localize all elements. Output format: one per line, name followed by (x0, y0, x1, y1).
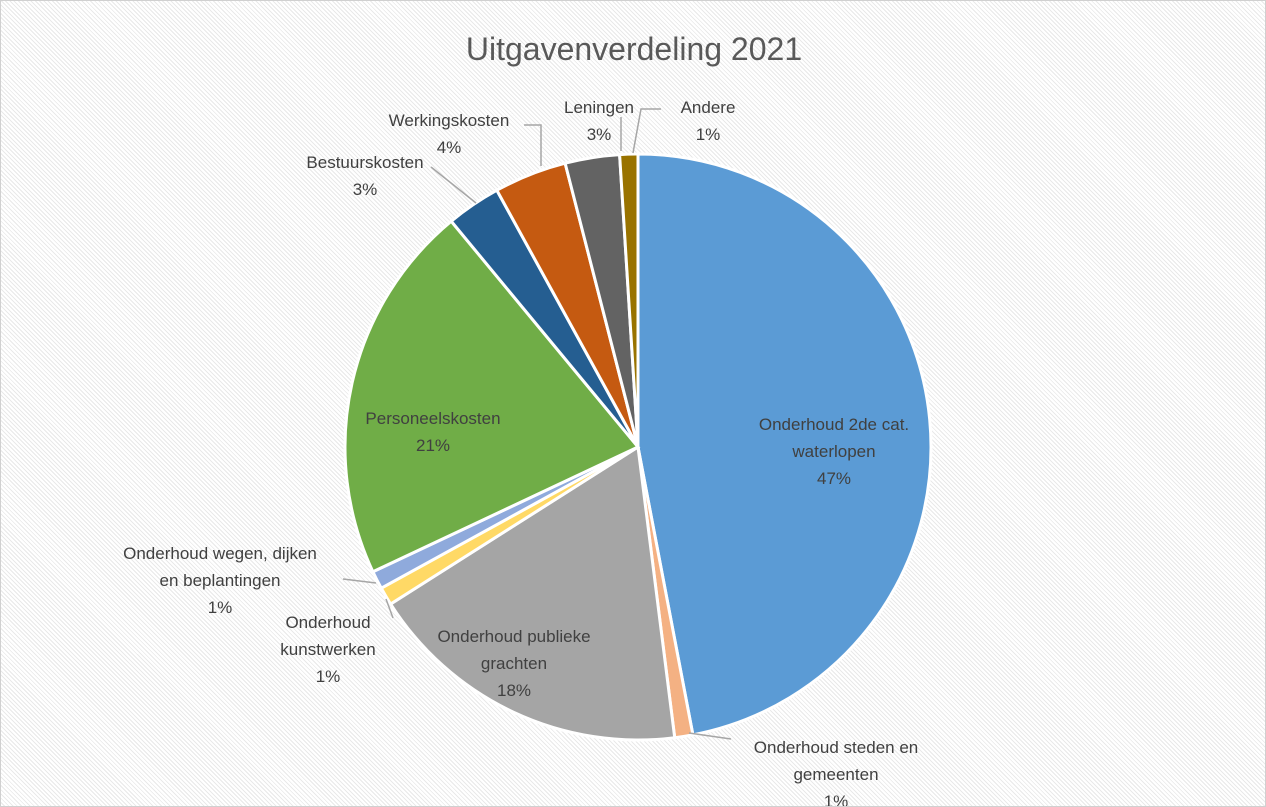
category-label: Onderhoud publieke grachten (437, 627, 591, 673)
value-label: 3% (586, 125, 612, 144)
pie-slice (636, 152, 933, 737)
leader-line (688, 732, 732, 740)
data-label: Andere 1% (658, 94, 758, 148)
data-label: Onderhoud publieke grachten 18% (404, 623, 624, 704)
pie-slice (343, 219, 641, 574)
category-label: Personeelskosten (365, 409, 501, 428)
leader-line (342, 578, 377, 584)
leader-line (385, 598, 394, 619)
data-label: Onderhoud steden en gemeenten 1% (726, 734, 946, 807)
category-label: Onderhoud 2de cat. waterlopen (758, 415, 910, 461)
pie-slice (388, 444, 677, 742)
value-label: 3% (352, 180, 378, 199)
value-label: 1% (315, 667, 341, 686)
data-label: Onderhoud wegen, dijken en beplantingen 1… (115, 540, 325, 621)
data-label: Leningen 3% (539, 94, 659, 148)
leader-line (524, 124, 542, 166)
category-label: Onderhoud wegen, dijken en beplantingen (123, 544, 317, 590)
value-label: 1% (207, 598, 233, 617)
value-label: 1% (695, 125, 721, 144)
data-label: Onderhoud 2de cat. waterlopen 47% (724, 411, 944, 492)
category-label: Leningen (564, 98, 634, 117)
leader-line (632, 108, 661, 154)
data-label: Onderhoud kunstwerken 1% (258, 609, 398, 690)
data-label: Bestuurskosten 3% (275, 149, 455, 203)
value-label: 18% (496, 681, 532, 700)
category-label: Andere (680, 98, 736, 117)
chart-title: Uitgavenverdeling 2021 (465, 31, 803, 67)
value-label: 1% (823, 792, 849, 807)
value-label: 47% (816, 469, 852, 488)
data-label: Werkingskosten 4% (359, 107, 539, 161)
leader-line (430, 166, 477, 204)
value-label: 4% (436, 138, 462, 157)
value-label: 21% (415, 436, 451, 455)
category-label: Onderhoud kunstwerken (280, 613, 376, 659)
data-label: Personeelskosten 21% (333, 405, 533, 459)
pie-slice (618, 152, 640, 448)
category-label: Onderhoud steden en gemeenten (753, 738, 919, 784)
category-label: Werkingskosten (388, 111, 510, 130)
category-label: Bestuurskosten (306, 153, 424, 172)
